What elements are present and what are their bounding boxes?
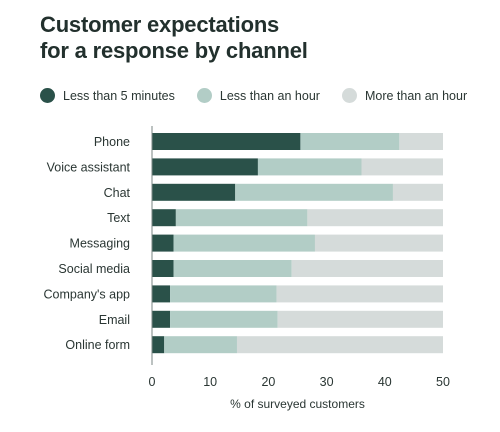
legend-item-less-than-5-minutes: Less than 5 minutes: [40, 88, 175, 103]
bar-phone-series-2: [300, 133, 400, 150]
bar-voice-assistant-series-3: [361, 158, 443, 176]
bar-text-series-2: [175, 209, 308, 227]
x-tick-label-10: 10: [203, 375, 217, 389]
bar-voice-assistant-series-2: [257, 158, 362, 176]
bar-social-media-series-1: [152, 260, 174, 277]
legend-swatch-dark: [40, 88, 55, 103]
category-label-text: Text: [107, 211, 130, 225]
chart-legend: Less than 5 minutes Less than an hour Mo…: [40, 88, 489, 103]
category-label-online-form: Online form: [65, 338, 130, 352]
x-tick-label-0: 0: [149, 375, 156, 389]
bar-company-s-app-series-3: [276, 285, 443, 303]
category-label-company-s-app: Company's app: [44, 287, 131, 301]
bar-phone-series-3: [399, 133, 443, 150]
bar-online-form-series-2: [164, 336, 237, 354]
chart-title: Customer expectations for a response by …: [40, 12, 308, 64]
legend-label: More than an hour: [364, 88, 468, 103]
category-label-phone: Phone: [94, 135, 130, 149]
chart-title-line-1: Customer expectations: [40, 12, 280, 37]
bar-email-series-3: [277, 310, 443, 328]
bar-social-media-series-3: [291, 260, 443, 277]
x-tick-label-40: 40: [378, 375, 392, 389]
bar-online-form-series-1: [152, 336, 165, 354]
bar-text-series-1: [152, 209, 176, 227]
category-label-voice-assistant: Voice assistant: [47, 160, 131, 174]
category-label-messaging: Messaging: [70, 237, 130, 251]
bar-email-series-2: [170, 310, 278, 328]
x-tick-label-50: 50: [436, 375, 450, 389]
bar-social-media-series-2: [173, 260, 292, 277]
category-label-social-media: Social media: [58, 262, 130, 276]
legend-swatch-mid: [196, 88, 212, 103]
legend-swatch-light: [341, 88, 357, 103]
bar-text-series-3: [307, 209, 443, 227]
bar-company-s-app-series-1: [152, 285, 171, 303]
legend-item-less-than-an-hour: Less than an hour: [196, 88, 320, 103]
legend-item-more-than-an-hour: More than an hour: [341, 88, 468, 103]
bar-messaging-series-2: [173, 234, 315, 252]
category-label-email: Email: [99, 313, 130, 327]
legend-label: Less than an hour: [219, 88, 320, 103]
bar-phone-series-1: [152, 133, 301, 150]
bar-email-series-1: [152, 310, 171, 328]
bar-messaging-series-1: [152, 234, 174, 252]
bar-voice-assistant-series-1: [152, 158, 258, 176]
x-tick-label-30: 30: [320, 375, 334, 389]
category-label-chat: Chat: [104, 186, 131, 200]
x-tick-label-20: 20: [261, 375, 275, 389]
bar-chat-series-3: [392, 183, 443, 201]
x-axis-label: % of surveyed customers: [230, 397, 365, 411]
bar-online-form-series-3: [236, 336, 443, 354]
bar-company-s-app-series-2: [170, 285, 277, 303]
bar-chat-series-1: [152, 183, 236, 201]
chart-title-line-2: for a response by channel: [40, 38, 308, 63]
bar-messaging-series-3: [314, 234, 443, 252]
bar-chat-series-2: [235, 183, 393, 201]
legend-label: Less than 5 minutes: [63, 88, 175, 103]
